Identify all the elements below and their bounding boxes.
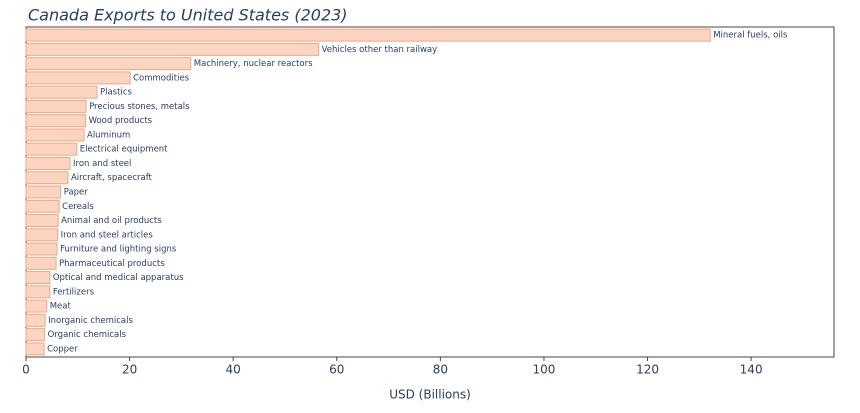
category-label: Aluminum [87,130,130,140]
x-tick-label: 140 [740,363,763,377]
category-label: Cereals [62,202,94,212]
bar [25,228,59,242]
category-label: Wood products [89,116,153,126]
category-label: Mineral fuels, oils [713,31,788,41]
x-tick-label: 40 [226,363,241,377]
category-label: Iron and steel articles [61,230,154,240]
category-label: Electrical equipment [80,145,168,155]
bar [25,156,71,170]
category-label: Vehicles other than railway [322,45,438,55]
bar [25,28,711,42]
x-tick-label: 0 [22,363,30,377]
category-label: Precious stones, metals [89,102,190,112]
bar [25,256,57,270]
bar [25,71,131,85]
bar [25,271,51,285]
bar [25,342,45,356]
x-tick-label: 20 [122,363,137,377]
bar [25,328,46,342]
category-label: Aircraft, spacecraft [71,173,153,183]
x-tick-label: 120 [636,363,659,377]
bar [25,85,98,99]
category-label: Inorganic chemicals [48,316,133,326]
bar [25,185,62,199]
bar [25,99,87,113]
bar [25,299,48,313]
category-label: Copper [47,344,78,354]
category-label: Machinery, nuclear reactors [194,59,313,69]
x-tick-label: 80 [433,363,448,377]
bar [25,171,69,185]
category-label: Meat [50,302,72,312]
bar [25,114,87,128]
category-label: Furniture and lighting signs [60,245,177,255]
category-label: Paper [64,188,89,198]
bar [25,42,320,56]
category-label: Organic chemicals [48,330,127,340]
x-tick-label: 100 [532,363,555,377]
x-axis-title: USD (Billions) [389,388,471,402]
x-tick-label: 60 [329,363,344,377]
category-label: Animal and oil products [61,216,162,226]
bar [25,199,60,213]
bar [25,57,192,71]
category-label: Fertilizers [53,287,95,297]
bar [25,128,85,142]
category-label: Pharmaceutical products [59,259,165,269]
bar [25,285,51,299]
category-label: Commodities [133,73,190,83]
bar [25,214,59,228]
category-label: Iron and steel [73,159,131,169]
bar [25,242,58,256]
chart-title: Canada Exports to United States (2023) [28,6,348,25]
category-label: Plastics [100,88,132,98]
bar [25,313,46,327]
category-label: Optical and medical apparatus [53,273,184,283]
bar [25,142,78,156]
